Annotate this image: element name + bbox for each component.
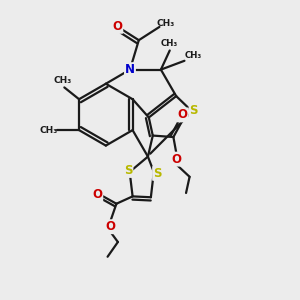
Text: N: N — [125, 63, 135, 76]
Text: O: O — [92, 188, 102, 200]
Text: S: S — [124, 164, 132, 177]
Text: S: S — [190, 104, 198, 117]
Text: S: S — [153, 167, 162, 180]
Text: O: O — [178, 109, 188, 122]
Text: CH₃: CH₃ — [185, 51, 202, 60]
Text: O: O — [112, 20, 122, 33]
Text: CH₃: CH₃ — [161, 40, 178, 49]
Text: O: O — [105, 220, 115, 233]
Text: O: O — [171, 153, 181, 166]
Text: CH₃: CH₃ — [54, 76, 72, 85]
Text: CH₃: CH₃ — [157, 20, 175, 28]
Text: CH₃: CH₃ — [40, 126, 58, 135]
